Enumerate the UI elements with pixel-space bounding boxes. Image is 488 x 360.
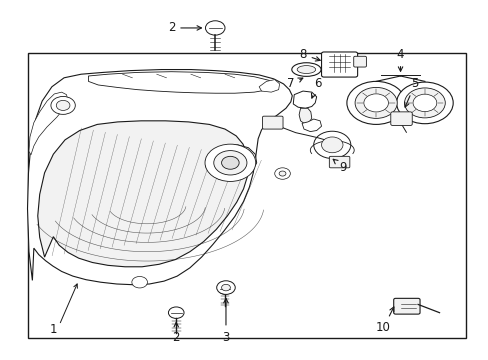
FancyBboxPatch shape [393,298,419,314]
Text: 5: 5 [404,77,418,107]
Polygon shape [205,145,256,181]
Circle shape [363,94,387,112]
FancyBboxPatch shape [321,52,357,77]
Text: 8: 8 [299,48,320,61]
Bar [27,53,466,338]
Circle shape [354,87,396,118]
Text: 2: 2 [172,323,180,343]
Circle shape [221,284,230,291]
Polygon shape [259,80,279,92]
Polygon shape [88,72,273,93]
Circle shape [221,156,239,169]
Circle shape [404,88,445,118]
FancyBboxPatch shape [262,116,283,129]
Circle shape [274,168,290,179]
Text: 10: 10 [375,307,393,334]
Text: 7: 7 [286,77,302,90]
Text: 3: 3 [222,298,229,343]
Polygon shape [29,92,68,155]
Text: 9: 9 [332,159,346,174]
Circle shape [346,81,405,125]
Circle shape [321,137,342,153]
Polygon shape [27,69,292,285]
Polygon shape [293,91,316,108]
FancyBboxPatch shape [329,156,349,168]
FancyBboxPatch shape [390,112,411,126]
Polygon shape [302,119,321,132]
Circle shape [216,281,235,294]
Circle shape [204,144,255,181]
Circle shape [218,284,231,294]
Circle shape [205,21,224,35]
Text: 4: 4 [396,48,404,71]
Ellipse shape [297,66,315,73]
Circle shape [213,150,246,175]
Circle shape [396,82,452,124]
Circle shape [412,94,436,112]
Polygon shape [38,121,248,267]
Text: 2: 2 [167,22,201,35]
Text: 1: 1 [49,323,57,336]
Ellipse shape [291,63,321,76]
Polygon shape [299,108,311,123]
Circle shape [51,96,75,114]
Circle shape [313,131,350,158]
Text: 6: 6 [311,77,321,98]
Circle shape [132,276,147,288]
Circle shape [279,171,285,176]
Circle shape [168,307,183,319]
Circle shape [56,100,70,111]
FancyBboxPatch shape [353,56,366,67]
